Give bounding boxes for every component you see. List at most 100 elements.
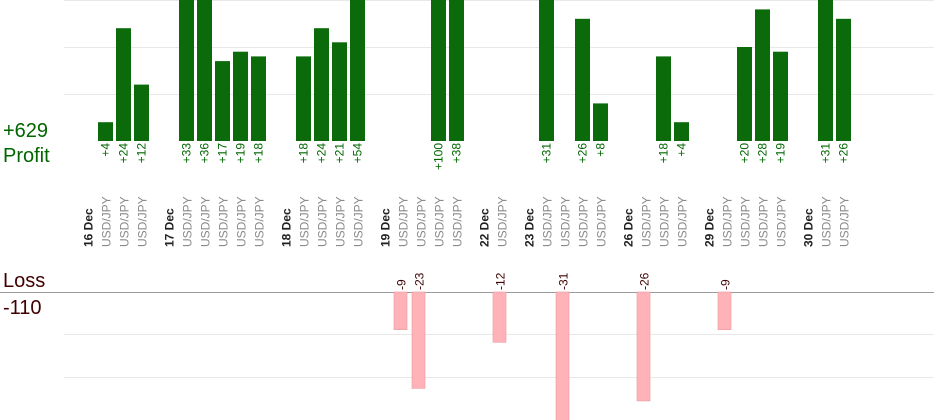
pair-label: USD/JPY xyxy=(577,196,591,247)
loss-bar xyxy=(717,291,732,331)
profit-value-label: +28 xyxy=(756,143,770,164)
pair-label: USD/JPY xyxy=(316,196,330,247)
date-label: 19 Dec xyxy=(379,208,393,247)
profit-value-label: +20 xyxy=(738,143,752,164)
pair-label: USD/JPY xyxy=(235,196,249,247)
loss-bar xyxy=(411,291,426,389)
date-label: 17 Dec xyxy=(163,208,177,247)
pair-label: USD/JPY xyxy=(559,196,573,247)
profit-bar xyxy=(737,47,752,141)
pair-label: USD/JPY xyxy=(181,196,195,247)
profit-bar xyxy=(233,51,248,142)
profit-value-label: +36 xyxy=(198,143,212,164)
profit-value-label: +19 xyxy=(774,143,788,164)
date-label: 16 Dec xyxy=(82,208,96,247)
pair-label: USD/JPY xyxy=(820,196,834,247)
loss-value-label: -26 xyxy=(638,272,652,290)
date-label: 30 Dec xyxy=(802,208,816,247)
pair-label: USD/JPY xyxy=(658,196,672,247)
profit-total: +629 xyxy=(3,120,49,142)
pair-label: USD/JPY xyxy=(118,196,132,247)
date-label: 23 Dec xyxy=(523,208,537,247)
profit-bar xyxy=(314,28,329,142)
profit-bar xyxy=(539,0,554,141)
profit-bar xyxy=(773,51,788,142)
profit-bar xyxy=(656,56,671,141)
profit-value-label: +12 xyxy=(135,143,149,164)
profit-bar xyxy=(116,28,131,142)
profit-value-label: +26 xyxy=(576,143,590,164)
profit-bar xyxy=(296,56,311,141)
profit-value-label: +31 xyxy=(540,143,554,164)
profit-value-label: +54 xyxy=(351,143,365,164)
pair-label: USD/JPY xyxy=(415,196,429,247)
pair-label: USD/JPY xyxy=(676,196,690,247)
profit-value-label: +24 xyxy=(315,143,329,164)
profit-value-label: +8 xyxy=(594,143,608,157)
date-label: 26 Dec xyxy=(622,208,636,247)
pair-label: USD/JPY xyxy=(217,196,231,247)
pair-label: USD/JPY xyxy=(496,196,510,247)
loss-value-label: -12 xyxy=(494,272,508,290)
pair-label: USD/JPY xyxy=(334,196,348,247)
profit-bar xyxy=(755,9,770,142)
pair-label: USD/JPY xyxy=(253,196,267,247)
date-label: 18 Dec xyxy=(280,208,294,247)
profit-value-label: +4 xyxy=(675,143,689,157)
profit-bar xyxy=(836,18,851,141)
profit-value-label: +38 xyxy=(450,143,464,164)
pair-label: USD/JPY xyxy=(640,196,654,247)
loss-total: -110 xyxy=(3,297,42,319)
profit-bar xyxy=(197,0,212,141)
pair-label: USD/JPY xyxy=(838,196,852,247)
pair-label: USD/JPY xyxy=(433,196,447,247)
pair-label: USD/JPY xyxy=(298,196,312,247)
profit-value-label: +33 xyxy=(180,143,194,164)
loss-bar xyxy=(636,291,651,402)
loss-value-label: -31 xyxy=(557,272,571,290)
pair-label: USD/JPY xyxy=(100,196,114,247)
profit-value-label: +18 xyxy=(657,143,671,164)
profit-value-label: +21 xyxy=(333,143,347,164)
pair-label: USD/JPY xyxy=(199,196,213,247)
profit-label: Profit xyxy=(3,145,50,167)
pair-label: USD/JPY xyxy=(451,196,465,247)
profit-bar xyxy=(179,0,194,141)
profit-value-label: +18 xyxy=(297,143,311,164)
profit-value-label: +26 xyxy=(837,143,851,164)
profit-value-label: +4 xyxy=(99,143,113,157)
profit-bar xyxy=(431,0,446,141)
profit-value-label: +31 xyxy=(819,143,833,164)
profit-value-label: +18 xyxy=(252,143,266,164)
pair-label: USD/JPY xyxy=(757,196,771,247)
profit-bar xyxy=(818,0,833,141)
loss-label: Loss xyxy=(3,270,46,292)
profit-bar xyxy=(332,42,347,141)
pair-label: USD/JPY xyxy=(352,196,366,247)
loss-value-label: -23 xyxy=(413,272,427,290)
pair-label: USD/JPY xyxy=(739,196,753,247)
pair-label: USD/JPY xyxy=(721,196,735,247)
profit-bar xyxy=(134,84,149,141)
pair-label: USD/JPY xyxy=(397,196,411,247)
pair-label: USD/JPY xyxy=(595,196,609,247)
profit-bar xyxy=(575,18,590,141)
loss-bar xyxy=(393,291,408,331)
profit-value-label: +100 xyxy=(432,143,446,170)
pair-label: USD/JPY xyxy=(775,196,789,247)
pair-label: USD/JPY xyxy=(136,196,150,247)
profit-bar xyxy=(674,122,689,141)
loss-value-label: -9 xyxy=(395,279,409,290)
profit-bar xyxy=(350,0,365,141)
loss-bar xyxy=(555,291,570,420)
pair-label: USD/JPY xyxy=(541,196,555,247)
profit-bar xyxy=(593,103,608,141)
date-label: 22 Dec xyxy=(478,208,492,247)
profit-value-label: +17 xyxy=(216,143,230,164)
loss-value-label: -9 xyxy=(719,279,733,290)
profit-bar xyxy=(98,122,113,141)
profit-value-label: +24 xyxy=(117,143,131,164)
profit-value-label: +19 xyxy=(234,143,248,164)
loss-bar xyxy=(492,291,507,343)
